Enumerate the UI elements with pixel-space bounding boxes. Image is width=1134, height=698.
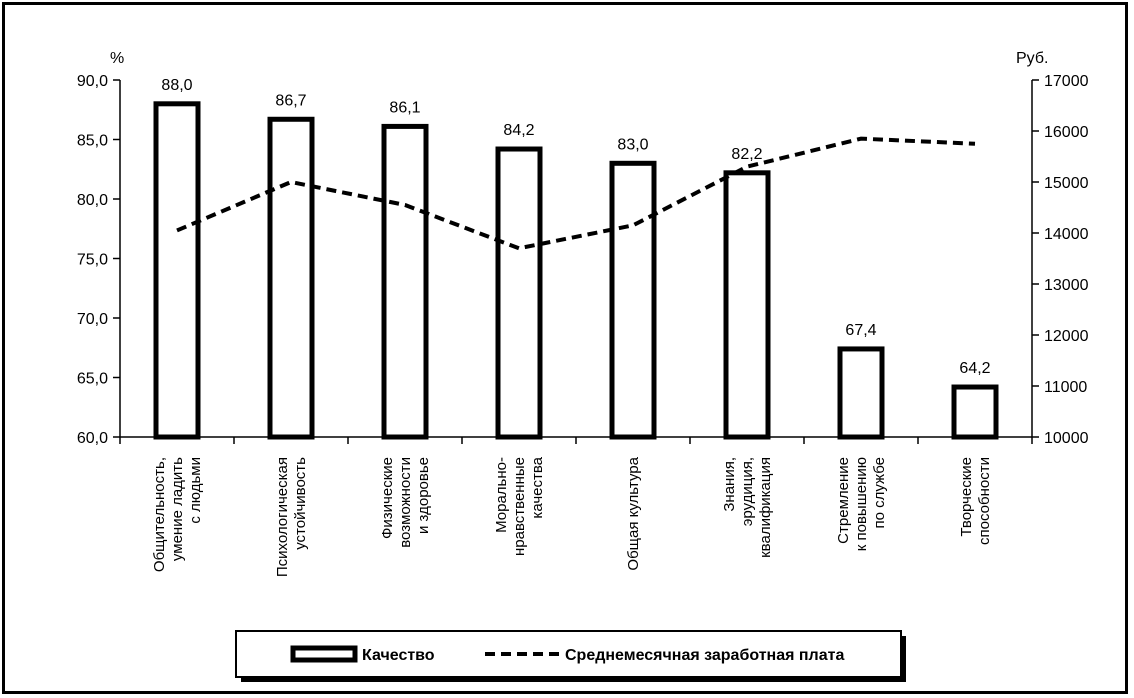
y-left-tick-label: 75,0 [77, 252, 108, 269]
y-left-unit: % [110, 50, 124, 67]
legend-item-quality: Качество [362, 647, 435, 664]
bar [837, 346, 885, 440]
category-label-line: и здоровье [415, 457, 432, 534]
category-label-line: Общая культура [625, 456, 642, 570]
bar [381, 123, 429, 440]
bar-data-label: 64,2 [959, 360, 990, 377]
category-label-line: эрудиция, [739, 457, 756, 526]
bar [951, 384, 999, 440]
bar-data-label: 82,2 [731, 146, 762, 163]
y-left-tick-label: 65,0 [77, 371, 108, 388]
category-label-line: Знания, [721, 457, 738, 512]
y-left-tick-label: 90,0 [77, 73, 108, 90]
category-label-line: квалификация [757, 457, 774, 558]
category-label-line: умение ладить [169, 457, 186, 561]
category-label: Общая культура [625, 456, 642, 570]
category-label: Психологическаяустойчивость [274, 457, 309, 577]
category-label-line: с людьми [187, 457, 204, 524]
bar-data-label: 83,0 [617, 136, 648, 153]
bar-data-label: 86,7 [275, 92, 306, 109]
bar [495, 146, 543, 440]
category-label-line: Стремление [835, 457, 852, 544]
category-label: Физическиевозможностии здоровье [379, 457, 432, 548]
category-label-line: устойчивость [292, 457, 309, 550]
y-right-tick-label: 17000 [1044, 73, 1089, 90]
y-right-tick-label: 14000 [1044, 226, 1089, 243]
y-right-unit: Руб. [1016, 50, 1048, 67]
category-label-line: Морально- [493, 457, 510, 533]
category-label-line: Физические [379, 457, 396, 539]
bar-data-label: 86,1 [389, 99, 420, 116]
category-label: Знания,эрудиция,квалификация [721, 457, 774, 558]
y-left-tick-label: 70,0 [77, 311, 108, 328]
bar-data-label: 88,0 [161, 77, 192, 94]
legend-item-salary: Среднемесячная заработная плата [565, 647, 844, 664]
y-right-tick-label: 10000 [1044, 430, 1089, 447]
bar [267, 116, 315, 440]
category-label-line: возможности [397, 457, 414, 548]
y-right-tick-label: 13000 [1044, 277, 1089, 294]
y-right-tick-label: 11000 [1044, 379, 1087, 396]
bar [153, 101, 201, 440]
y-left-tick-label: 60,0 [77, 430, 108, 447]
bar-data-label: 67,4 [845, 322, 876, 339]
category-label-line: Общительность, [151, 457, 168, 572]
category-label-line: качества [529, 456, 546, 518]
category-label-line: Творческие [958, 457, 975, 537]
legend-bar-swatch [290, 645, 358, 663]
category-label: Стремлениек повышениюпо службе [835, 457, 888, 551]
y-right-tick-label: 12000 [1044, 328, 1089, 345]
category-label-line: нравственные [511, 457, 528, 556]
category-label-line: способности [976, 457, 993, 545]
category-label: Морально-нравственныекачества [493, 456, 546, 556]
category-label-line: Психологическая [274, 457, 291, 577]
salary-line [176, 136, 976, 251]
y-right-tick-label: 16000 [1044, 124, 1089, 141]
bar [723, 170, 771, 440]
bar [609, 160, 657, 440]
category-label: Творческиеспособности [958, 457, 993, 545]
y-left-tick-label: 85,0 [77, 133, 108, 150]
category-label-line: по службе [871, 457, 888, 529]
category-label-line: к повышению [853, 457, 870, 551]
category-label: Общительность,умение ладитьс людьми [151, 457, 204, 572]
y-right-tick-label: 15000 [1044, 175, 1089, 192]
bar-data-label: 84,2 [503, 122, 534, 139]
y-left-tick-label: 80,0 [77, 192, 108, 209]
